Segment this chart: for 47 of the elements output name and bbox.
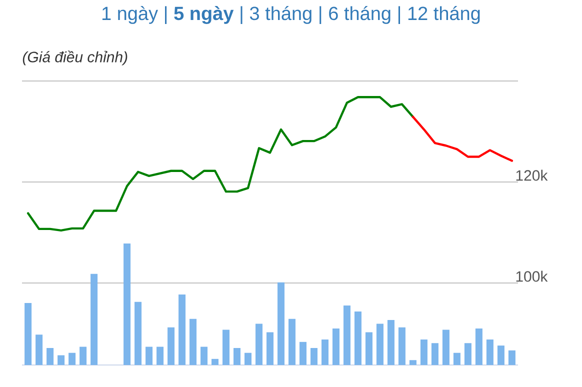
bar <box>343 305 350 365</box>
bar <box>68 352 76 365</box>
bar <box>58 355 65 365</box>
bar <box>156 346 164 365</box>
bar <box>486 339 494 365</box>
bar <box>222 330 230 365</box>
text: 1 ngày | 5 ngày | 3 tháng | 6 tháng | 12 tháng <box>102 6 480 24</box>
bar <box>288 318 296 365</box>
bar <box>168 327 175 365</box>
bar <box>36 334 43 365</box>
bar <box>80 346 87 365</box>
bar <box>409 360 416 365</box>
bar <box>46 348 54 365</box>
bar <box>332 328 340 365</box>
bar <box>431 343 438 365</box>
bar <box>244 352 252 365</box>
chart-title: (Giá điều chỉnh) <box>22 50 128 66</box>
bar <box>134 302 142 365</box>
bar <box>310 348 318 365</box>
bar <box>442 330 450 365</box>
bar <box>420 339 428 365</box>
bar <box>256 324 263 365</box>
bar <box>124 244 131 365</box>
bar <box>146 346 153 365</box>
bar <box>200 346 208 365</box>
bar <box>278 282 284 365</box>
bar <box>453 352 460 365</box>
bar <box>387 320 394 365</box>
bar <box>90 274 98 365</box>
bar <box>398 327 406 365</box>
bar <box>354 312 362 365</box>
y-tick-label: 120k <box>516 170 548 181</box>
bar <box>266 332 274 365</box>
bar <box>508 350 516 365</box>
bar <box>376 324 384 365</box>
bar <box>365 332 372 365</box>
bar <box>234 348 241 365</box>
bar <box>464 343 472 365</box>
bar <box>299 342 306 365</box>
bar <box>24 303 32 365</box>
bar <box>190 318 197 365</box>
y-tick-label: 100k <box>516 270 548 282</box>
bar <box>497 346 504 365</box>
bar <box>178 294 186 365</box>
bar <box>475 328 482 365</box>
bar <box>212 358 219 365</box>
bar <box>321 339 328 365</box>
